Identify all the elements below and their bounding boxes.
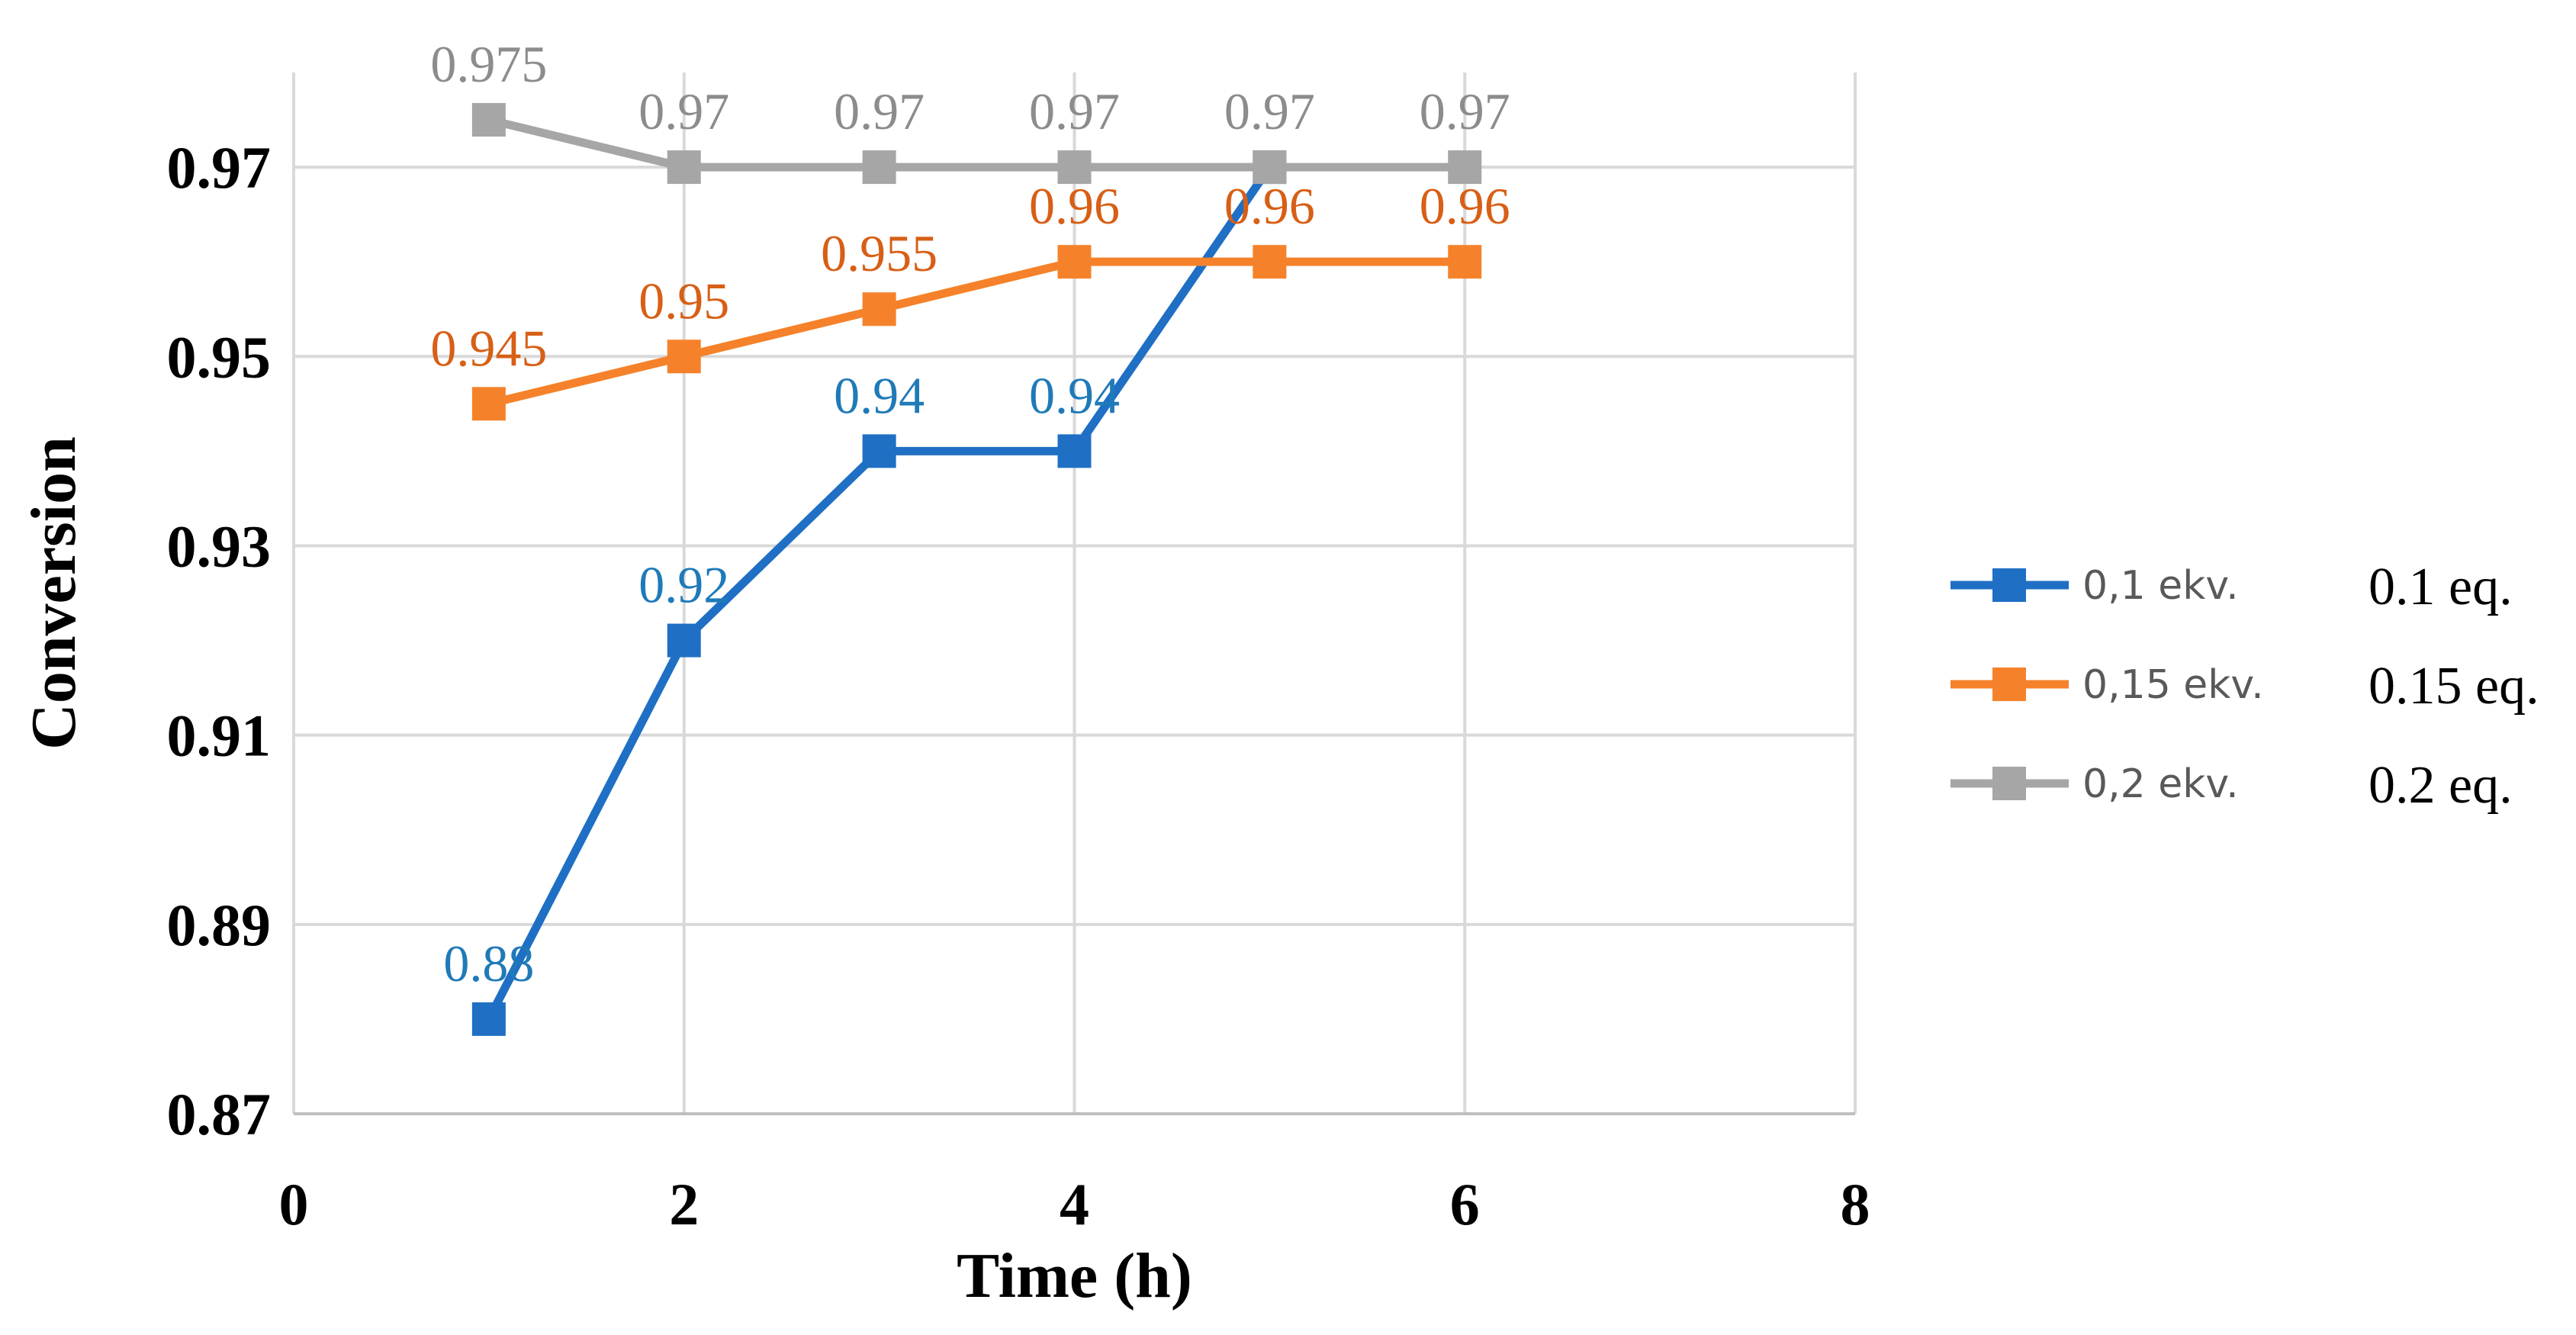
x-tick-label: 4	[1060, 1171, 1089, 1237]
data-point	[1057, 434, 1092, 468]
legend-label: 0,15 ekv.	[2082, 662, 2264, 708]
data-label: 0.88	[443, 934, 534, 992]
legend-marker	[1992, 568, 2026, 602]
y-tick-label: 0.87	[167, 1081, 272, 1147]
axes: 0.87 0.89 0.91 0.93 0.95 0.97 0 2 4 6 8	[167, 72, 1870, 1237]
data-label: 0.955	[821, 224, 937, 282]
legend-note: 0.2 eq.	[2369, 756, 2513, 815]
x-tick-label: 2	[669, 1171, 699, 1237]
data-label: 0.97	[1420, 82, 1510, 140]
legend-note: 0.15 eq.	[2369, 657, 2539, 716]
data-label: 0.97	[834, 82, 925, 140]
data-label: 0.95	[638, 272, 729, 330]
data-point	[667, 339, 701, 374]
data-point	[1253, 245, 1287, 279]
y-tick-label: 0.93	[167, 513, 272, 579]
y-tick-label: 0.97	[167, 134, 272, 201]
series-line	[484, 115, 1469, 172]
x-tick-label: 8	[1841, 1171, 1870, 1237]
legend-label: 0,1 ekv.	[2082, 563, 2239, 609]
data-point	[471, 103, 506, 137]
series-layer	[471, 103, 1482, 1036]
x-tick-label: 0	[279, 1171, 309, 1237]
data-label: 0.92	[638, 556, 729, 614]
series-line	[484, 257, 1469, 408]
data-label: 0.96	[1224, 177, 1315, 235]
data-point	[862, 434, 896, 468]
data-point	[1057, 150, 1092, 185]
data-point	[667, 623, 701, 658]
y-tick-label: 0.91	[167, 703, 272, 769]
data-point	[471, 387, 506, 421]
data-label: 0.96	[1029, 177, 1120, 235]
data-label: 0.94	[1029, 366, 1120, 424]
y-tick-label: 0.95	[167, 323, 272, 390]
data-label: 0.97	[638, 82, 729, 140]
data-label: 0.97	[1224, 82, 1315, 140]
x-axis-title: Time (h)	[957, 1240, 1192, 1311]
y-tick-label: 0.89	[167, 892, 272, 958]
data-point	[471, 1002, 506, 1036]
data-point	[1448, 245, 1482, 279]
legend-note: 0.1 eq.	[2369, 558, 2513, 616]
legend: 0,1 ekv. 0.1 eq. 0,15 ekv. 0.15 eq. 0,2 ekv.…	[1950, 558, 2539, 815]
legend-marker	[1992, 668, 2026, 701]
data-labels: 0.88 0.92 0.94 0.94 0.945 0.95 0.955 0.96 0.96 0.…	[430, 35, 1510, 992]
data-label: 0.945	[430, 319, 547, 377]
legend-label: 0,2 ekv.	[2082, 761, 2239, 807]
y-axis-title: Conversion	[18, 436, 89, 750]
data-point	[1448, 150, 1482, 185]
data-point	[1253, 150, 1287, 185]
data-point	[667, 150, 701, 185]
data-point	[1057, 245, 1092, 279]
x-tick-label: 6	[1450, 1171, 1480, 1237]
data-label: 0.97	[1029, 82, 1120, 140]
data-label: 0.96	[1420, 177, 1510, 235]
legend-marker	[1992, 767, 2026, 800]
data-label: 0.94	[834, 366, 925, 424]
data-point	[862, 292, 896, 327]
data-label: 0.975	[430, 35, 547, 93]
data-point	[862, 150, 896, 185]
